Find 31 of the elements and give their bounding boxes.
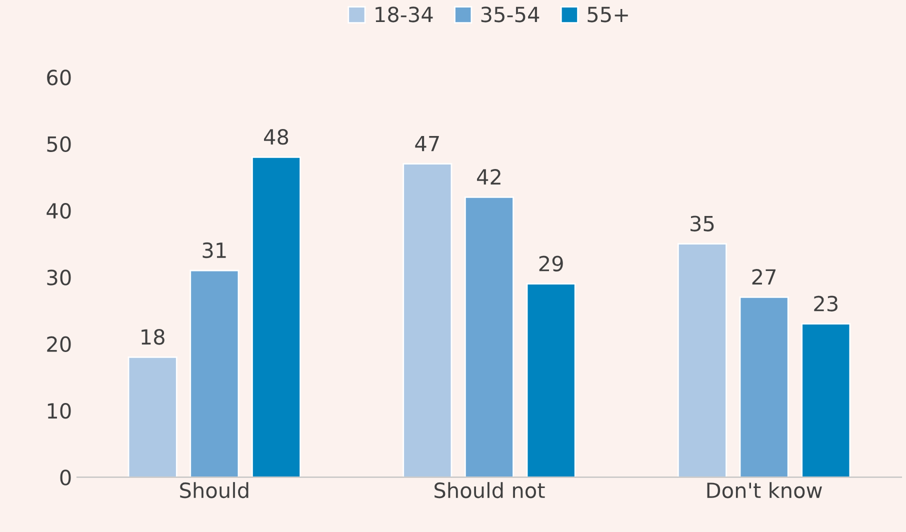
legend-label: 55+ [588,6,628,22]
data-label: 35 [690,216,714,232]
y-tick-label: 60 [47,70,71,86]
x-tick-label: Don't know [707,482,822,498]
y-tick-label: 40 [46,202,71,219]
data-label: 27 [752,269,776,285]
bar [128,356,178,478]
bar [526,283,576,478]
legend-label: 18-34 [376,6,433,22]
bar [677,243,727,478]
legend-label: 35-54 [481,6,540,22]
x-tick-label: Should not [434,482,545,498]
y-tick-label: 50 [47,136,71,152]
data-label: 31 [202,242,226,258]
data-label: 23 [814,296,838,312]
bar [190,270,240,478]
data-label: 48 [264,129,288,145]
data-label: 18 [142,329,164,345]
bar [739,296,789,478]
x-tick-label: Should [180,482,248,498]
y-tick-label: 0 [60,470,71,486]
bar [402,163,452,478]
y-tick-label: 10 [48,402,71,419]
data-label: 47 [415,136,439,152]
y-tick-label: 30 [47,270,71,286]
bar [801,323,851,478]
bar [464,196,514,478]
bar [252,156,301,478]
data-label: 29 [539,256,563,272]
y-tick-label: 20 [47,336,71,352]
data-label: 42 [477,169,500,184]
